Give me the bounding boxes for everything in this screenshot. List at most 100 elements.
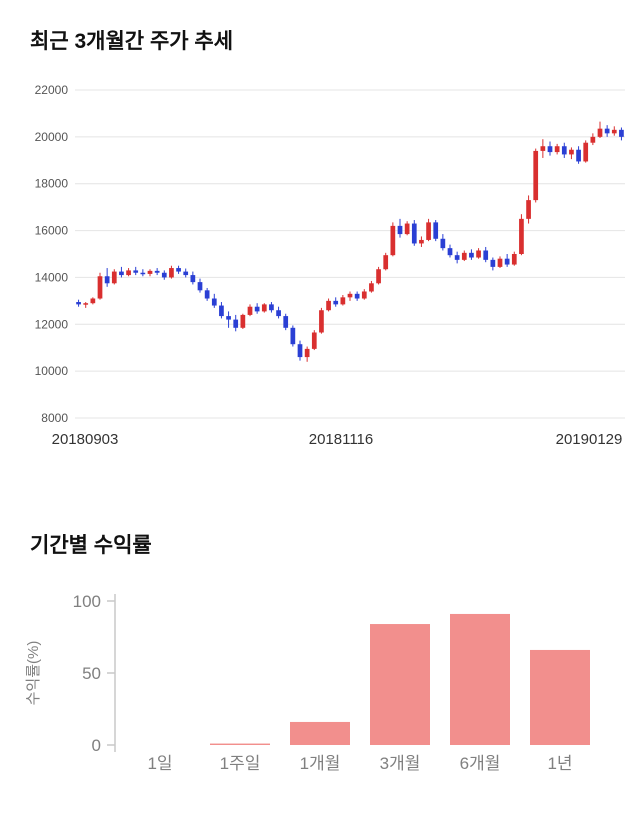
category-label: 6개월 [460, 754, 501, 773]
candle-body [411, 223, 417, 244]
candle-body [519, 218, 524, 254]
candle-down [183, 268, 189, 278]
candle-body [540, 146, 546, 151]
candle-down [140, 269, 146, 277]
candle-up [533, 148, 539, 203]
candle-down [190, 271, 196, 285]
candle-body [561, 146, 567, 155]
candle-gridlines [75, 89, 625, 419]
returns-bar-chart: 0 50 100 수익률(%) 1일 1주일 1개월 3개월 6개월 1년 [25, 592, 590, 773]
candle-body [183, 271, 189, 276]
candle-up [583, 140, 589, 163]
candle-down [547, 141, 553, 156]
candle-up [326, 298, 331, 312]
candle-up [126, 268, 131, 277]
candle-body [297, 344, 303, 358]
candle-body [433, 222, 439, 239]
candle-body [111, 271, 117, 284]
candle-down [211, 293, 217, 308]
candle-body [397, 225, 403, 235]
candle-down [411, 220, 417, 246]
candle-down [104, 268, 110, 287]
returns-title: 기간별 수익률 [30, 534, 152, 557]
candle-body [376, 269, 381, 284]
candle-up [347, 291, 353, 301]
candle-down [290, 325, 296, 347]
candle-down [133, 266, 139, 276]
candle-up [404, 221, 410, 236]
candle-up [497, 256, 503, 269]
candlestick-chart: 8000 10000 12000 14000 16000 18000 20000 22000 2… [35, 83, 625, 448]
candle-body [604, 128, 610, 134]
y-tick-label: 0 [92, 736, 101, 755]
candle-down [219, 302, 224, 319]
candle-up [90, 297, 96, 305]
candle-down [604, 125, 610, 137]
candle-up [461, 250, 467, 262]
candle-body [583, 142, 589, 162]
candle-up [590, 133, 596, 146]
candle-body [504, 258, 510, 265]
candle-up [540, 139, 546, 158]
candle-body [304, 348, 310, 358]
x-date-label: 20181116 [309, 431, 374, 448]
y-tick-label: 8000 [41, 411, 68, 425]
candle-body [176, 268, 181, 272]
candle-body [261, 304, 267, 312]
candle-up [426, 218, 431, 242]
candle-body [311, 332, 317, 349]
candle-body [126, 270, 131, 276]
candle-up [376, 266, 381, 285]
candle-body [219, 305, 224, 317]
candle-down [454, 251, 460, 264]
candle-down [561, 142, 567, 158]
price-trend-title: 최근 3개월간 주가 추세 [30, 30, 234, 53]
candle-body [233, 319, 239, 328]
category-label: 1일 [147, 754, 172, 773]
candle-body [104, 276, 110, 284]
candle-y-axis-labels: 8000 10000 12000 14000 16000 18000 20000 22000 [35, 83, 69, 425]
candle-down [204, 287, 210, 301]
candle-up [340, 295, 346, 306]
candle-up [361, 289, 367, 300]
candle-body [461, 252, 467, 260]
candle-down [297, 340, 303, 361]
candle-body [497, 258, 503, 267]
candle-body [533, 150, 539, 201]
returns-section: 기간별 수익률 0 50 100 수익률(%) 1일 1주일 1개월 3개월 6개월 1년 [0, 532, 640, 807]
candle-down [197, 278, 203, 293]
candle-down [254, 303, 260, 314]
candle-body [569, 149, 574, 155]
candle-down [154, 268, 160, 276]
candle-up [147, 269, 153, 277]
candle-x-axis-labels: 20180903 20181116 20190129 [52, 431, 623, 448]
candle-body [597, 128, 603, 137]
y-tick-label: 16000 [35, 224, 69, 238]
candle-up [169, 265, 174, 279]
candle-down [119, 266, 124, 278]
candle-up [383, 252, 389, 271]
candle-down [433, 220, 439, 242]
candle-body [119, 271, 124, 276]
candle-body [240, 314, 246, 328]
candle-body [290, 327, 296, 345]
candle-body [204, 290, 210, 299]
candle-body [611, 129, 617, 134]
price-trend-section: 최근 3개월간 주가 추세 8000 10000 12000 14000 16000 18… [0, 28, 640, 452]
candle-down [490, 257, 496, 271]
candle-down [333, 297, 339, 307]
candle-up [554, 143, 560, 155]
y-tick-label: 14000 [35, 270, 69, 284]
candles [76, 121, 624, 362]
candle-body [426, 222, 431, 240]
candle-down [440, 234, 446, 251]
candle-body [276, 310, 281, 317]
candle-body [190, 275, 196, 283]
candle-body [283, 316, 289, 328]
candle-body [161, 272, 167, 278]
candle-body [511, 254, 517, 265]
bar-y-ticks: 0 50 100 [73, 592, 115, 755]
candle-down [276, 306, 281, 319]
candle-up [83, 302, 89, 308]
candle-up [261, 303, 267, 313]
